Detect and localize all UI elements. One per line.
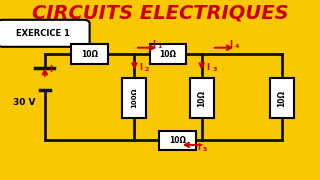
Text: EXERCICE 1: EXERCICE 1	[16, 29, 70, 38]
Text: 10Ω: 10Ω	[277, 90, 286, 107]
Text: 5: 5	[203, 147, 207, 152]
Text: 2: 2	[145, 67, 149, 72]
Text: I: I	[139, 63, 142, 72]
Text: 3: 3	[212, 67, 217, 72]
Text: CIRCUITS ELECTRIQUES: CIRCUITS ELECTRIQUES	[32, 3, 288, 22]
FancyBboxPatch shape	[270, 78, 294, 118]
Text: 10Ω: 10Ω	[159, 50, 177, 59]
FancyBboxPatch shape	[71, 44, 108, 64]
FancyBboxPatch shape	[159, 130, 196, 150]
Text: I: I	[206, 63, 209, 72]
Text: I: I	[197, 143, 200, 152]
Text: 10Ω: 10Ω	[81, 50, 98, 59]
Text: I: I	[50, 65, 52, 74]
FancyBboxPatch shape	[0, 20, 90, 47]
Text: 10Ω: 10Ω	[197, 90, 206, 107]
Text: 30 V: 30 V	[13, 98, 35, 107]
Text: 100Ω: 100Ω	[132, 88, 137, 108]
Text: I: I	[229, 40, 232, 49]
Text: 10Ω: 10Ω	[169, 136, 186, 145]
FancyBboxPatch shape	[190, 78, 214, 118]
FancyBboxPatch shape	[123, 78, 147, 118]
FancyBboxPatch shape	[150, 44, 186, 64]
Text: 4: 4	[235, 44, 239, 49]
Text: I: I	[152, 40, 155, 49]
Text: 1: 1	[158, 44, 162, 49]
